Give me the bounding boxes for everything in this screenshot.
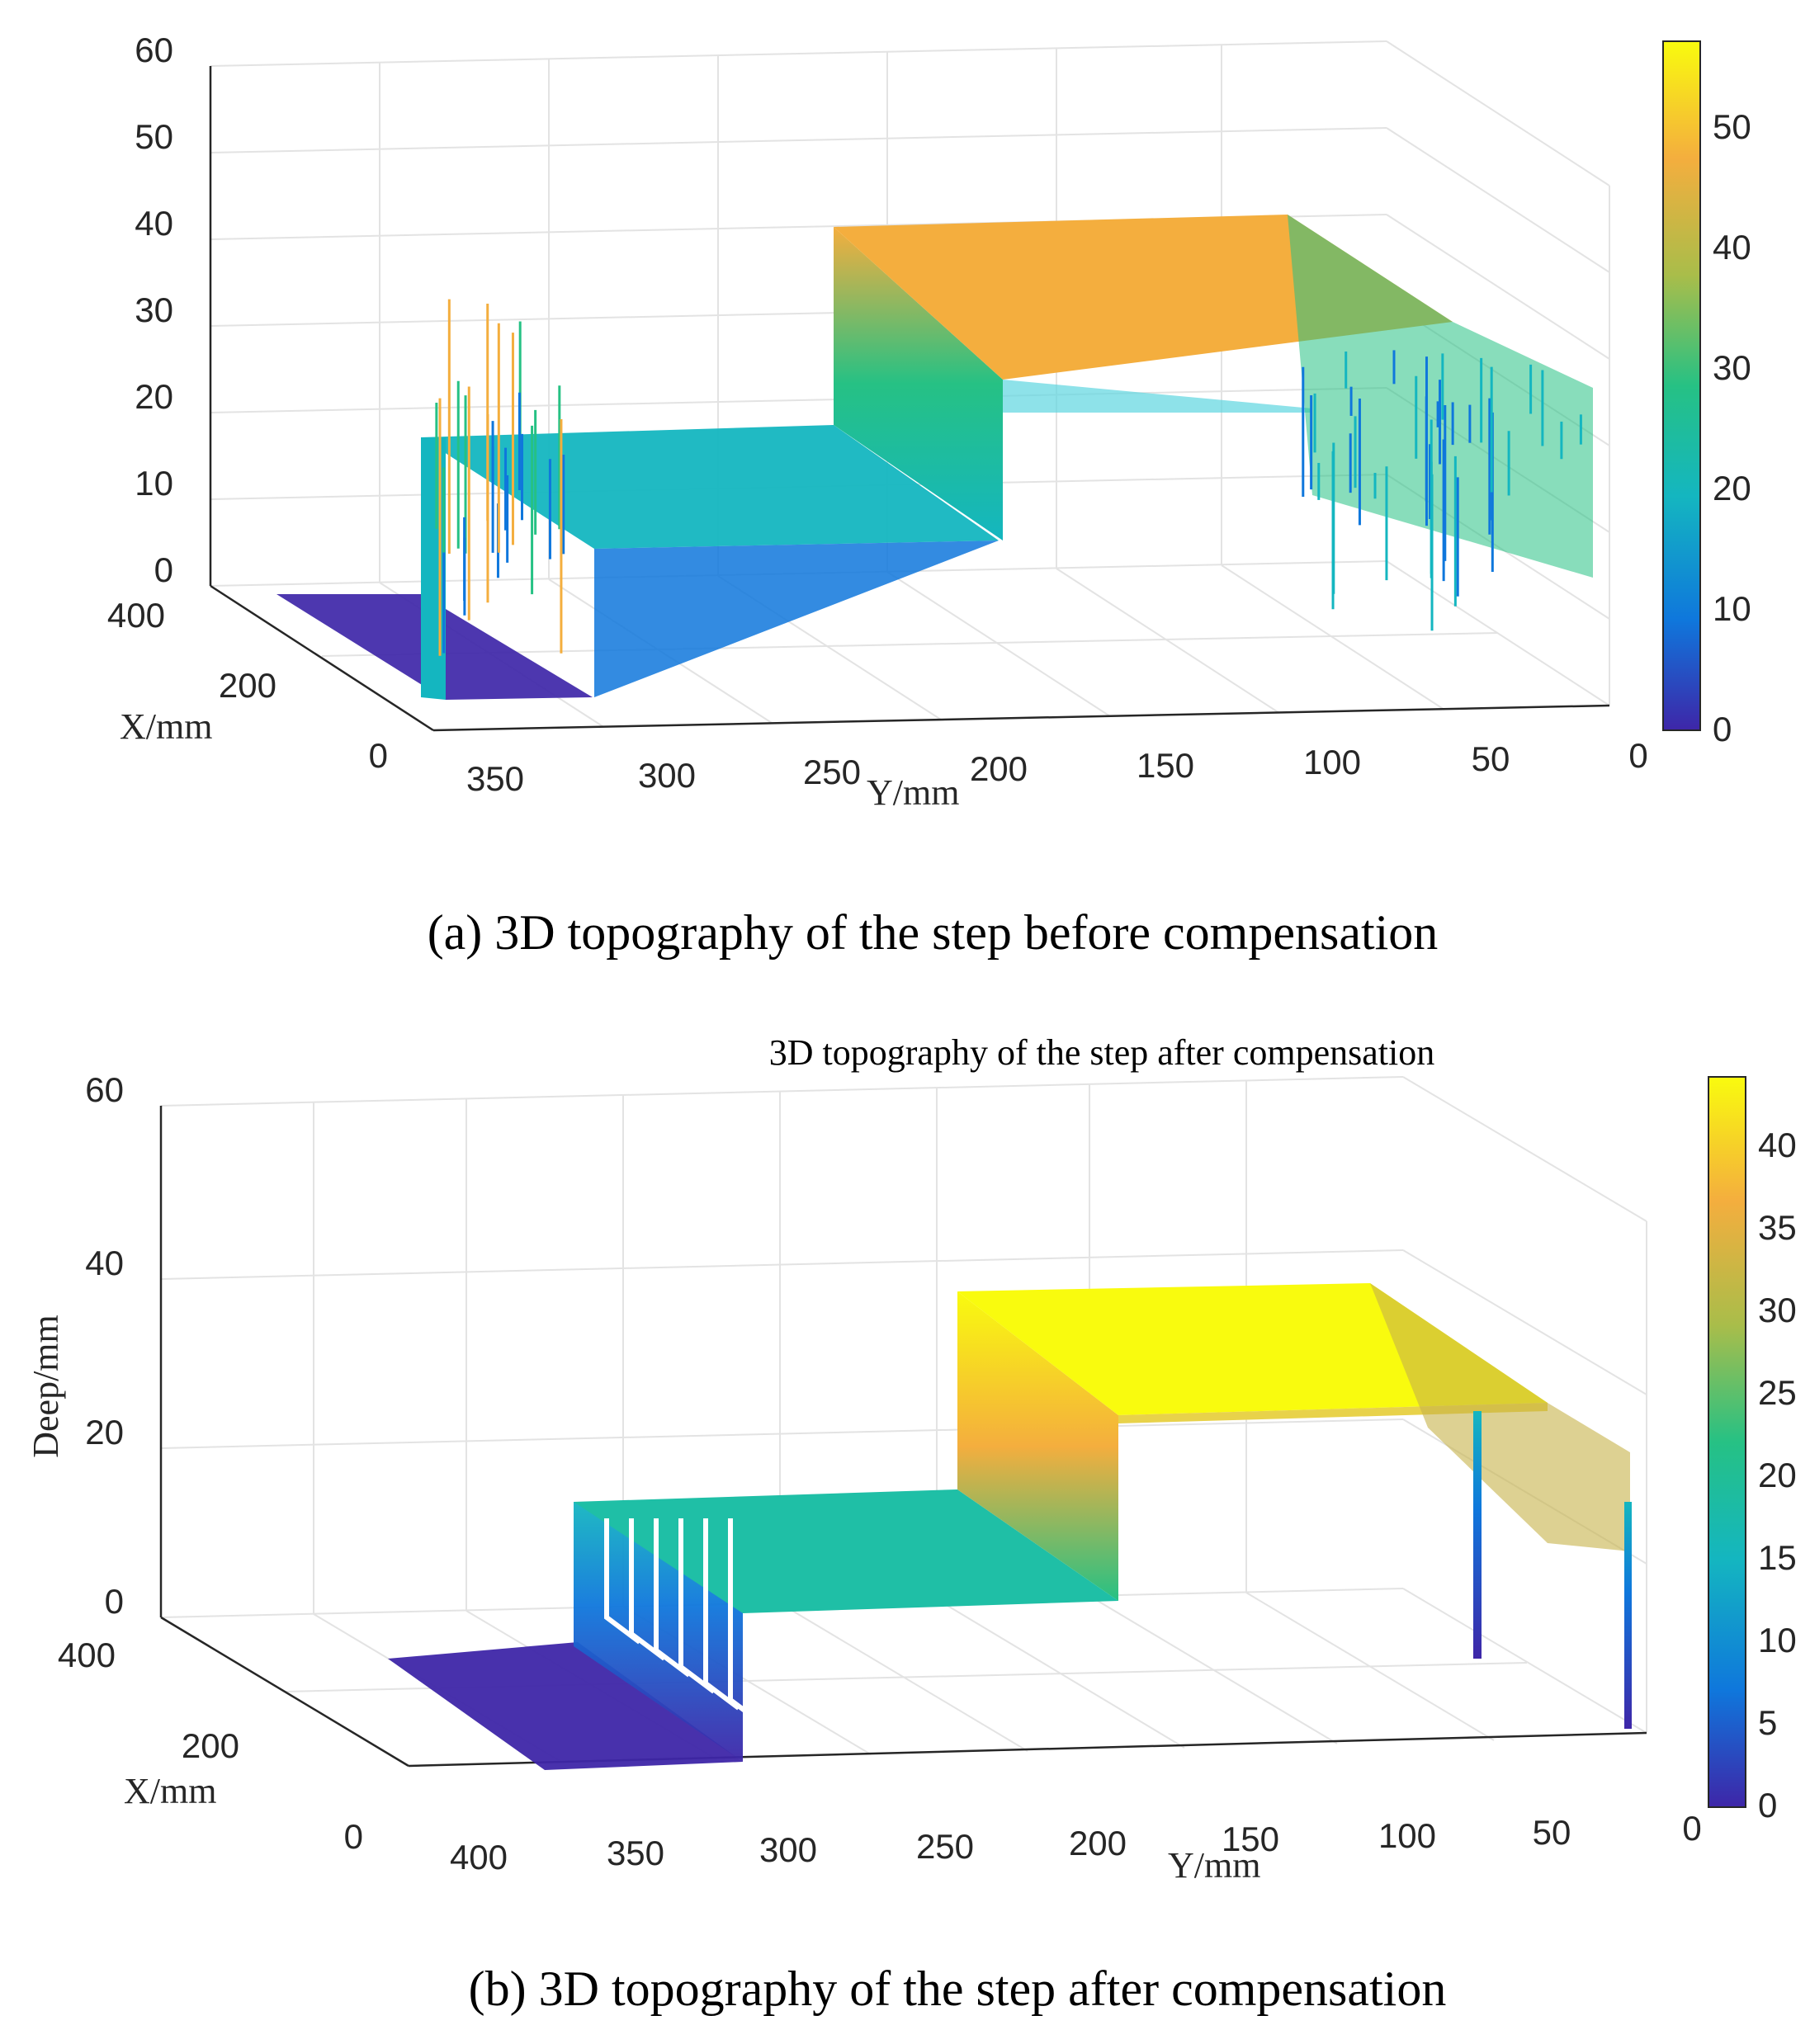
cbar-a-tick-40: 40 — [1713, 228, 1751, 267]
caption-a: (a) 3D topography of the step before com… — [428, 905, 1439, 960]
riser-2-b — [957, 1291, 1118, 1601]
ztick-a-20: 20 — [135, 377, 173, 416]
ztick-b-0: 0 — [105, 1582, 124, 1621]
ytick-b-50: 50 — [1533, 1813, 1571, 1852]
panel-a-surface — [276, 215, 1593, 700]
cbar-a-tick-10: 10 — [1713, 589, 1751, 628]
edge-drop-1-b — [1473, 1411, 1482, 1659]
edge-fall-b — [1370, 1283, 1630, 1551]
ytick-b-0: 0 — [1682, 1809, 1701, 1848]
cbar-b-tick-0: 0 — [1758, 1786, 1777, 1824]
panel-b-ztick-labels: 0 20 40 60 — [85, 1070, 124, 1621]
panel-b-ytick-labels: 400 350 300 250 200 150 100 50 0 — [450, 1809, 1702, 1876]
xtick-b-0: 0 — [344, 1817, 363, 1856]
ztick-a-40: 40 — [135, 204, 173, 243]
panel-b-grid — [160, 1076, 1647, 1763]
noise-spikes-a — [435, 299, 1582, 656]
gap-stripe — [654, 1518, 691, 1678]
xtick-b-200: 200 — [182, 1726, 239, 1765]
gap-stripe — [604, 1518, 641, 1645]
panel-a-ytick-labels: 350 300 250 200 150 100 50 0 — [466, 736, 1648, 798]
edge-drop-2-b — [1624, 1502, 1632, 1729]
cbar-b-tick-10: 10 — [1758, 1621, 1797, 1659]
ztick-a-30: 30 — [135, 290, 173, 329]
xtick-a-0: 0 — [369, 736, 388, 775]
caption-b: (b) 3D topography of the step after comp… — [469, 1961, 1447, 2016]
panel-b-surface — [388, 1283, 1632, 1770]
cbar-b-tick-15: 15 — [1758, 1538, 1797, 1577]
step-mid-front-a — [594, 541, 999, 697]
ztick-b-60: 60 — [85, 1070, 124, 1109]
cbar-a-tick-0: 0 — [1713, 710, 1732, 748]
ytick-b-300: 300 — [759, 1830, 817, 1869]
ytick-a-50: 50 — [1472, 739, 1510, 778]
colorbar-b: 0 5 10 15 20 25 30 35 40 — [1708, 1076, 1797, 1824]
colorbar-a: 0 10 20 30 40 50 — [1662, 40, 1751, 748]
cbar-b-tick-25: 25 — [1758, 1373, 1797, 1412]
panel-a-xtick-labels: 400 200 0 — [107, 596, 388, 775]
x-axis-label-a: X/mm — [120, 706, 212, 747]
xtick-a-400: 400 — [107, 596, 165, 635]
ytick-a-300: 300 — [638, 756, 696, 795]
gap-stripes-b — [604, 1518, 765, 1727]
ytick-a-100: 100 — [1303, 743, 1361, 781]
riser-2-a — [834, 227, 1003, 541]
ytick-a-350: 350 — [466, 759, 524, 798]
cbar-b-tick-40: 40 — [1758, 1126, 1797, 1164]
ytick-b-100: 100 — [1378, 1816, 1436, 1855]
panel-b-axes — [159, 1106, 1647, 1768]
ytick-b-150: 150 — [1222, 1820, 1279, 1858]
cbar-a-tick-30: 30 — [1713, 348, 1751, 387]
cbar-b-tick-30: 30 — [1758, 1291, 1797, 1329]
riser-1-a — [421, 437, 446, 700]
panel-a-axes — [209, 66, 1610, 732]
cbar-a-tick-50: 50 — [1713, 107, 1751, 146]
gap-stripe — [728, 1518, 765, 1727]
ytick-b-200: 200 — [1069, 1824, 1127, 1862]
ytick-a-150: 150 — [1137, 746, 1194, 785]
ztick-b-20: 20 — [85, 1413, 124, 1452]
step-mid-a — [421, 425, 999, 549]
ytick-a-200: 200 — [970, 749, 1028, 788]
ztick-a-50: 50 — [135, 117, 173, 156]
ztick-a-0: 0 — [154, 550, 173, 589]
ytick-b-400: 400 — [450, 1838, 508, 1876]
colorbar-b-gradient — [1708, 1076, 1746, 1808]
panel-a: 0 10 20 30 40 50 60 400 200 0 350 300 25… — [107, 31, 1751, 960]
gap-stripe — [678, 1518, 716, 1694]
cbar-b-tick-5: 5 — [1758, 1703, 1777, 1742]
xtick-b-400: 400 — [58, 1636, 116, 1674]
ytick-b-250: 250 — [916, 1827, 974, 1866]
panel-a-ztick-labels: 0 10 20 30 40 50 60 — [135, 31, 173, 589]
y-axis-label-b: Y/mm — [1168, 1845, 1260, 1886]
x-axis-label-b: X/mm — [124, 1771, 216, 1811]
cbar-b-tick-35: 35 — [1758, 1208, 1797, 1247]
cbar-a-tick-20: 20 — [1713, 469, 1751, 507]
title-b: 3D topography of the step after compensa… — [769, 1032, 1434, 1073]
colorbar-a-gradient — [1662, 40, 1701, 731]
cbar-b-tick-20: 20 — [1758, 1456, 1797, 1494]
ytick-a-250: 250 — [803, 753, 861, 791]
ztick-a-10: 10 — [135, 464, 173, 503]
ztick-b-40: 40 — [85, 1244, 124, 1282]
y-axis-label-a: Y/mm — [867, 772, 959, 813]
step-mid-b — [574, 1489, 1118, 1613]
gap-stripe — [703, 1518, 740, 1711]
panel-b: 3D topography of the step after compensa… — [26, 1032, 1797, 2016]
step-low-b — [388, 1642, 743, 1770]
panel-b-xtick-labels: 400 200 0 — [58, 1636, 363, 1856]
gap-stripe — [629, 1518, 666, 1661]
ztick-a-60: 60 — [135, 31, 173, 69]
step-high-front-a — [1003, 380, 1312, 413]
xtick-a-200: 200 — [219, 666, 276, 705]
ytick-a-0: 0 — [1628, 736, 1647, 775]
z-axis-label-b: Deep/mm — [26, 1315, 66, 1458]
ytick-b-350: 350 — [607, 1834, 664, 1872]
